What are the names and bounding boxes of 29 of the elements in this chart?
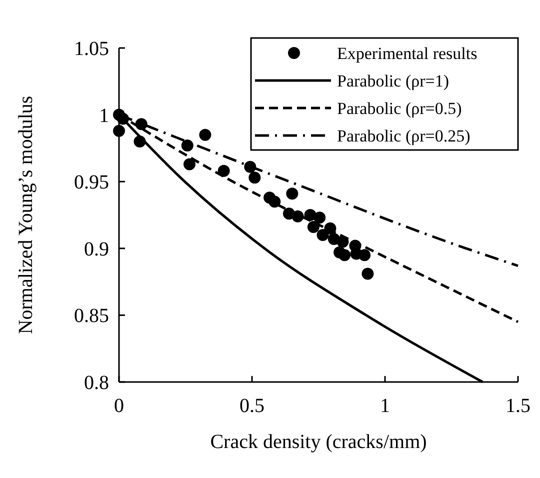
point bbox=[362, 268, 374, 280]
x-tick-label: 1.5 bbox=[506, 395, 530, 417]
y-tick-label: 0.9 bbox=[84, 238, 109, 260]
point bbox=[358, 249, 371, 262]
y-axis-title: Normalized Young’s modulus bbox=[15, 96, 37, 334]
legend-label: Parabolic (ρr=1) bbox=[337, 71, 450, 90]
point bbox=[248, 172, 261, 184]
point bbox=[113, 124, 125, 137]
legend-label: Parabolic (ρr=0.25) bbox=[337, 126, 470, 146]
y-tick-label: 0.85 bbox=[74, 305, 109, 328]
x-axis-title: Crack density (cracks/mm) bbox=[210, 431, 427, 453]
legend-label: Parabolic (ρr=0.5) bbox=[337, 98, 462, 118]
x-tick-label: 1 bbox=[380, 395, 390, 417]
point bbox=[181, 140, 194, 152]
point bbox=[218, 164, 230, 177]
point bbox=[199, 128, 212, 141]
point bbox=[307, 221, 320, 234]
y-tick-label: 1.05 bbox=[74, 38, 109, 60]
y-tick-label: 0.8 bbox=[84, 372, 109, 394]
legend-label: Experimental results bbox=[337, 44, 478, 63]
point bbox=[183, 158, 196, 170]
point bbox=[314, 212, 326, 224]
point bbox=[286, 188, 298, 200]
point bbox=[338, 249, 351, 262]
y-tick-label: 0.95 bbox=[74, 172, 109, 194]
y-tick-label: 1 bbox=[99, 104, 109, 127]
x-tick-label: 0.5 bbox=[240, 395, 264, 417]
x-tick-label: 0 bbox=[114, 395, 124, 417]
point bbox=[316, 229, 329, 242]
